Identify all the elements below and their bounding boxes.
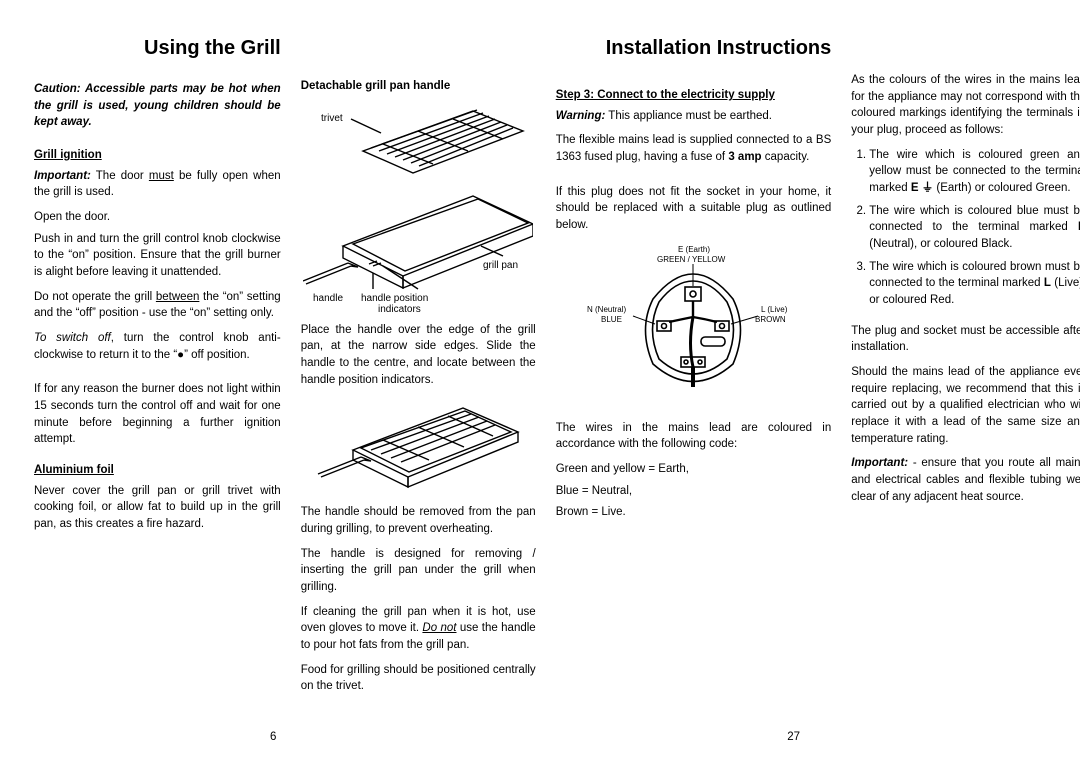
manual-page: Using the Grill Caution: Accessible part… <box>0 0 1080 763</box>
column-3: Installation Instructions Step 3: Connec… <box>556 34 832 745</box>
label-earth: E (Earth) <box>678 245 710 254</box>
p-code2: Blue = Neutral, <box>556 483 832 500</box>
p-foil: Never cover the grill pan or grill trive… <box>34 483 281 533</box>
label-indicators-1: handle position <box>361 293 428 304</box>
label-neutral: N (Neutral) <box>587 305 626 314</box>
label-handle: handle <box>313 293 343 304</box>
p-remove: The handle should be removed from the pa… <box>301 504 536 537</box>
heading-using-grill: Using the Grill <box>144 34 281 63</box>
p-replace: Should the mains lead of the appliance e… <box>851 364 1080 447</box>
heading-installation: Installation Instructions <box>606 34 832 63</box>
p-socket: If this plug does not fit the socket in … <box>556 184 832 234</box>
li-neutral: The wire which is coloured blue must be … <box>869 203 1080 253</box>
p-access: The plug and socket must be accessible a… <box>851 323 1080 356</box>
p-open: Open the door. <box>34 209 281 226</box>
p-lead: The flexible mains lead is supplied conn… <box>556 132 832 165</box>
column-2: Detachable grill pan handle <box>301 34 536 745</box>
label-live-color: BROWN <box>755 315 786 324</box>
wiring-list: The wire which is coloured green and yel… <box>851 147 1080 315</box>
p-push: Push in and turn the grill control knob … <box>34 231 281 281</box>
p-important: Important: The door must be fully open w… <box>34 168 281 201</box>
p-burner: If for any reason the burner does not li… <box>34 381 281 448</box>
column-1: Using the Grill Caution: Accessible part… <box>34 34 281 745</box>
li-earth: The wire which is coloured green and yel… <box>869 147 1080 197</box>
figure-grill-pan-exploded: trivet grill pan handle handle position … <box>301 101 536 316</box>
p-switchoff: To switch off, turn the control knob ant… <box>34 330 281 363</box>
page-number-right: 27 <box>787 731 800 743</box>
label-neutral-color: BLUE <box>601 315 622 324</box>
p-clean: If cleaning the grill pan when it is hot… <box>301 604 536 654</box>
p-code3: Brown = Live. <box>556 504 832 521</box>
subhead-ignition: Grill ignition <box>34 147 281 164</box>
label-earth-color: GREEN / YELLOW <box>657 255 726 264</box>
li-live: The wire which is coloured brown must be… <box>869 259 1080 309</box>
p-food: Food for grilling should be positioned c… <box>301 662 536 695</box>
subhead-step3: Step 3: Connect to the electricity suppl… <box>556 87 832 104</box>
p-place: Place the handle over the edge of the gr… <box>301 322 536 389</box>
p-design: The handle is designed for removing / in… <box>301 546 536 596</box>
label-grillpan: grill pan <box>483 260 518 271</box>
column-4: As the colours of the wires in the mains… <box>851 34 1080 745</box>
label-trivet: trivet <box>321 113 343 124</box>
caution-text: Caution: Accessible parts may be hot whe… <box>34 81 281 131</box>
label-indicators-2: indicators <box>378 304 421 315</box>
p-warning: Warning: This appliance must be earthed. <box>556 108 832 125</box>
p-code1: Green and yellow = Earth, <box>556 461 832 478</box>
p-wires: The wires in the mains lead are coloured… <box>556 420 832 453</box>
p-route: Important: - ensure that you route all m… <box>851 455 1080 505</box>
subhead-handle: Detachable grill pan handle <box>301 78 536 95</box>
label-live: L (Live) <box>761 305 788 314</box>
figure-plug-diagram: E (Earth) GREEN / YELLOW N (Neutral) BLU… <box>556 244 832 414</box>
p-donot: Do not operate the grill between the “on… <box>34 289 281 322</box>
p-intro: As the colours of the wires in the mains… <box>851 72 1080 139</box>
subhead-foil: Aluminium foil <box>34 462 281 479</box>
figure-grill-pan-assembled <box>301 398 536 498</box>
page-number-left: 6 <box>270 731 276 743</box>
